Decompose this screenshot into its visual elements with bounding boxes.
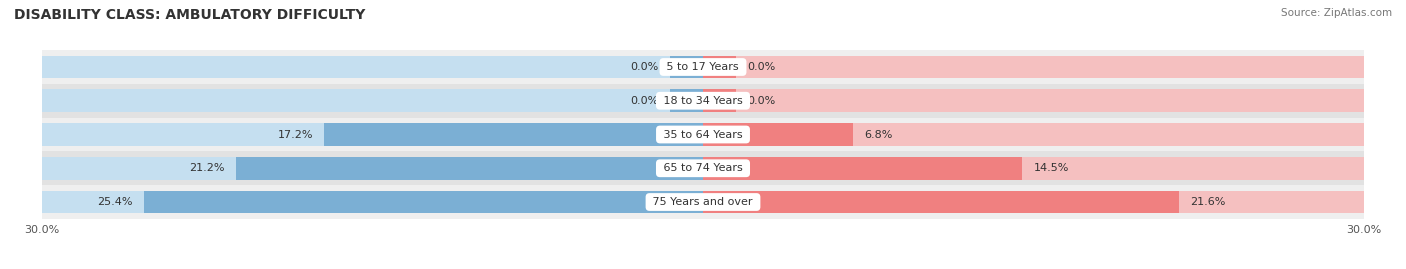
Text: 0.0%: 0.0% — [631, 62, 659, 72]
Bar — [42, 151, 1364, 185]
Bar — [325, 123, 703, 146]
Bar — [42, 50, 1364, 84]
Bar — [42, 55, 703, 79]
Bar — [703, 89, 1364, 112]
Text: 18 to 34 Years: 18 to 34 Years — [659, 96, 747, 106]
Text: Source: ZipAtlas.com: Source: ZipAtlas.com — [1281, 8, 1392, 18]
Text: 5 to 17 Years: 5 to 17 Years — [664, 62, 742, 72]
Bar — [236, 157, 703, 180]
Text: 25.4%: 25.4% — [97, 197, 132, 207]
Bar — [703, 157, 1022, 180]
Bar — [703, 190, 1364, 214]
Bar — [669, 55, 703, 79]
Bar — [143, 190, 703, 214]
Text: 35 to 64 Years: 35 to 64 Years — [659, 129, 747, 140]
Text: 14.5%: 14.5% — [1033, 163, 1069, 173]
Text: 65 to 74 Years: 65 to 74 Years — [659, 163, 747, 173]
Bar — [703, 190, 1178, 214]
Bar — [703, 55, 1364, 79]
Text: DISABILITY CLASS: AMBULATORY DIFFICULTY: DISABILITY CLASS: AMBULATORY DIFFICULTY — [14, 8, 366, 22]
Text: 0.0%: 0.0% — [631, 96, 659, 106]
Bar — [703, 89, 737, 112]
Bar — [703, 123, 1364, 146]
Text: 21.2%: 21.2% — [190, 163, 225, 173]
Bar — [42, 118, 1364, 151]
Bar — [42, 84, 1364, 118]
Bar — [703, 157, 1364, 180]
Text: 75 Years and over: 75 Years and over — [650, 197, 756, 207]
Text: 0.0%: 0.0% — [747, 62, 775, 72]
Text: 6.8%: 6.8% — [863, 129, 893, 140]
Text: 17.2%: 17.2% — [277, 129, 314, 140]
Text: 21.6%: 21.6% — [1189, 197, 1225, 207]
Bar — [42, 123, 703, 146]
Bar — [42, 190, 703, 214]
Bar — [703, 123, 853, 146]
Text: 0.0%: 0.0% — [747, 96, 775, 106]
Bar — [42, 185, 1364, 219]
Bar — [669, 89, 703, 112]
Bar — [42, 89, 703, 112]
Bar — [42, 157, 703, 180]
Bar — [703, 55, 737, 79]
